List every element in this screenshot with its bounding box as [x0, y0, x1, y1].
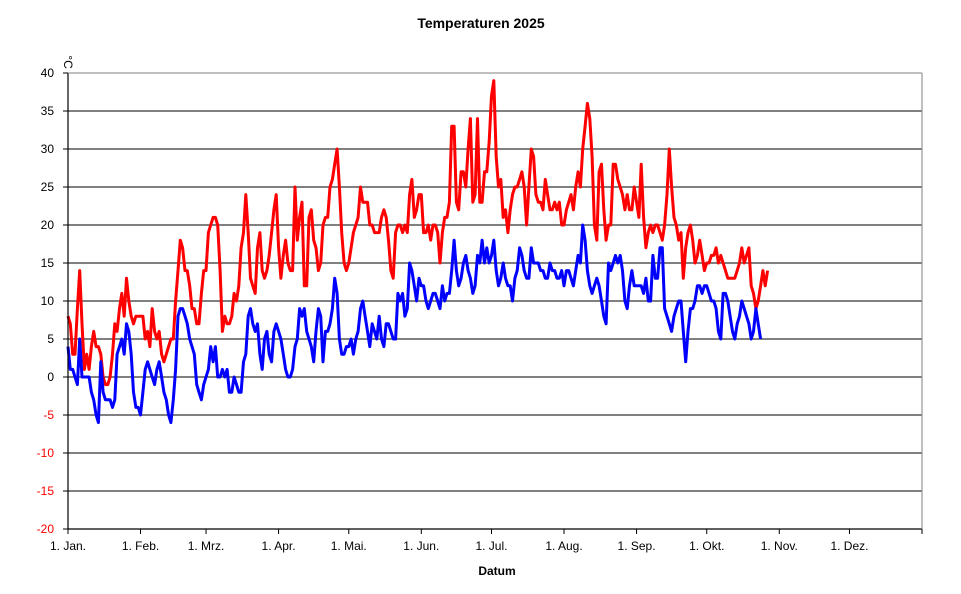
x-tick-label: 1. Sep.: [618, 539, 656, 553]
y-tick-label: 40: [41, 66, 55, 80]
y-tick-label: 15: [41, 256, 55, 270]
chart-title: Temperaturen 2025: [417, 15, 545, 31]
y-tick-label: -5: [43, 408, 54, 422]
x-axis-ticks: 1. Jan. 1. Feb. 1. Mrz. 1. Apr. 1. Mai. 1. Ju…: [50, 529, 923, 553]
y-tick-label: -15: [37, 484, 55, 498]
y-tick-label: 10: [41, 294, 55, 308]
y-tick-label: 25: [41, 180, 55, 194]
x-tick-label: 1. Dez.: [830, 539, 868, 553]
y-tick-label: 35: [41, 104, 55, 118]
y-tick-label: 30: [41, 142, 55, 156]
x-tick-label: 1. Apr.: [262, 539, 296, 553]
series-line-tmax: [66, 79, 770, 387]
series-line-tmin: [66, 223, 763, 425]
x-tick-label: 1. Mai.: [331, 539, 367, 553]
x-tick-label: 1. Jan.: [50, 539, 86, 553]
x-tick-label: 1. Mrz.: [188, 539, 225, 553]
x-tick-label: 1. Jul.: [475, 539, 507, 553]
x-tick-label: 1. Nov.: [761, 539, 798, 553]
y-tick-label: -20: [37, 522, 55, 536]
y-tick-label: 0: [47, 370, 54, 384]
x-tick-label: 1. Okt.: [689, 539, 724, 553]
x-tick-label: 1. Aug.: [545, 539, 582, 553]
gridlines: [68, 110, 922, 492]
y-tick-label: 20: [41, 218, 55, 232]
y-tick-label: -10: [37, 446, 55, 460]
y-axis-ticks: 40 35 30 25 20 15 10 5 0 -5 -10 -15 -20: [37, 66, 68, 536]
x-tick-label: 1. Jun.: [403, 539, 439, 553]
y-axis-unit-label: °C: [61, 55, 75, 69]
series-lines: [66, 79, 770, 425]
y-tick-label: 5: [47, 332, 54, 346]
x-tick-label: 1. Feb.: [122, 539, 159, 553]
x-axis-label: Datum: [478, 564, 515, 578]
